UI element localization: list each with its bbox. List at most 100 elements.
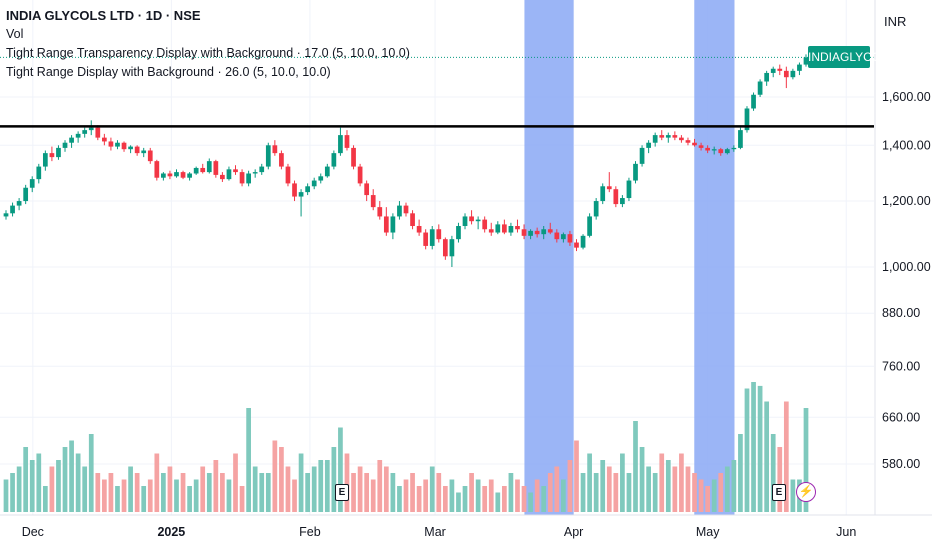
volume-bar (718, 473, 724, 512)
candle-body (16, 201, 22, 206)
volume-bar (456, 492, 461, 512)
volume-bar (534, 479, 540, 512)
candle-body (600, 186, 606, 202)
volume-bar (311, 466, 317, 512)
volume-bar (239, 486, 245, 512)
candle-body (580, 235, 586, 248)
volume-bar (259, 473, 265, 512)
lightning-icon[interactable]: ⚡ (796, 482, 816, 502)
volume-bar (305, 473, 310, 512)
candle-body (49, 153, 55, 158)
volume-bar (108, 473, 114, 512)
time-tick-label: Jun (836, 525, 856, 539)
volume-bar (665, 460, 671, 512)
candle-body (82, 130, 88, 134)
volume-bar (220, 473, 225, 512)
candle-body (528, 230, 533, 236)
volume-bar (161, 473, 166, 512)
candle-body (652, 135, 658, 143)
candle-body (285, 166, 291, 184)
volume-bar (174, 479, 179, 512)
candle-body (574, 242, 579, 248)
time-tick-label: May (696, 525, 720, 539)
candle-body (639, 147, 645, 164)
candle-body (246, 173, 251, 184)
candle-body (646, 142, 651, 148)
candle-body (724, 149, 730, 154)
volume-bar (272, 440, 278, 512)
candle-body (167, 173, 173, 177)
price-tick-label: 1,000.00 (882, 260, 931, 274)
volume-bar (482, 486, 488, 512)
volume-bar (672, 466, 678, 512)
candle-body (547, 229, 553, 233)
volume-bar (193, 479, 199, 512)
volume-bar (265, 473, 271, 512)
volume-bar (62, 447, 68, 512)
candle-body (436, 229, 442, 240)
volume-bar (803, 408, 809, 512)
candle-body (587, 216, 592, 236)
volume-bar (469, 473, 474, 512)
volume-bar (508, 473, 514, 512)
earnings-marker[interactable]: E (335, 484, 349, 501)
candle-body (495, 224, 501, 233)
candle-body (298, 192, 304, 197)
volume-bar (16, 466, 22, 512)
candle-body (442, 239, 448, 257)
candle-body (193, 167, 199, 174)
volume-bar (777, 447, 783, 512)
volume-bar (56, 460, 61, 512)
candle-body (23, 187, 29, 202)
volume-bar (115, 486, 120, 512)
candle-body (534, 230, 540, 235)
candle-body (738, 130, 743, 148)
candle-body (626, 180, 632, 199)
volume-bar (23, 447, 29, 512)
indicator-vol[interactable]: Vol (6, 27, 24, 41)
candle-body (567, 234, 573, 243)
candle-body (305, 186, 310, 193)
volume-bar (3, 479, 9, 512)
candle-body (311, 180, 317, 187)
candle-body (672, 135, 678, 138)
volume-bar (167, 466, 173, 512)
chart-legend: INDIA GLYCOLS LTD · 1D · NSE Vol Tight R… (6, 6, 410, 82)
candle-body (397, 205, 402, 217)
price-tick-label: 1,200.00 (882, 194, 931, 208)
currency-label[interactable]: INR (884, 14, 907, 29)
volume-bar (541, 486, 547, 512)
earnings-marker[interactable]: E (772, 484, 786, 501)
candle-body (36, 166, 42, 180)
candle-body (115, 142, 120, 147)
candle-body (265, 145, 271, 167)
volume-bar (606, 466, 612, 512)
candle-body (620, 198, 625, 205)
candle-body (370, 195, 376, 208)
indicator-transparency[interactable]: Tight Range Transparency Display with Ba… (6, 46, 410, 60)
candle-body (410, 213, 415, 227)
candle-body (75, 133, 81, 138)
volume-bar (298, 453, 304, 512)
volume-bar (711, 479, 717, 512)
symbol-title[interactable]: INDIA GLYCOLS LTD · 1D · NSE (6, 8, 201, 23)
volume-bar (738, 434, 743, 512)
candle-body (757, 81, 763, 95)
candle-body (154, 161, 160, 178)
candle-body (69, 137, 74, 143)
candle-body (272, 145, 278, 154)
volume-bar (593, 473, 599, 512)
volume-bar (344, 453, 350, 512)
price-tick-label: 580.00 (882, 457, 920, 471)
candle-body (318, 176, 324, 181)
candle-body (508, 226, 514, 233)
indicator-display[interactable]: Tight Range Display with Background · 26… (6, 65, 331, 79)
candle-body (62, 142, 68, 148)
candle-body (102, 137, 107, 142)
candle-body (711, 149, 717, 151)
candle-body (95, 127, 101, 138)
candle-body (252, 172, 258, 174)
candle-body (383, 216, 389, 233)
